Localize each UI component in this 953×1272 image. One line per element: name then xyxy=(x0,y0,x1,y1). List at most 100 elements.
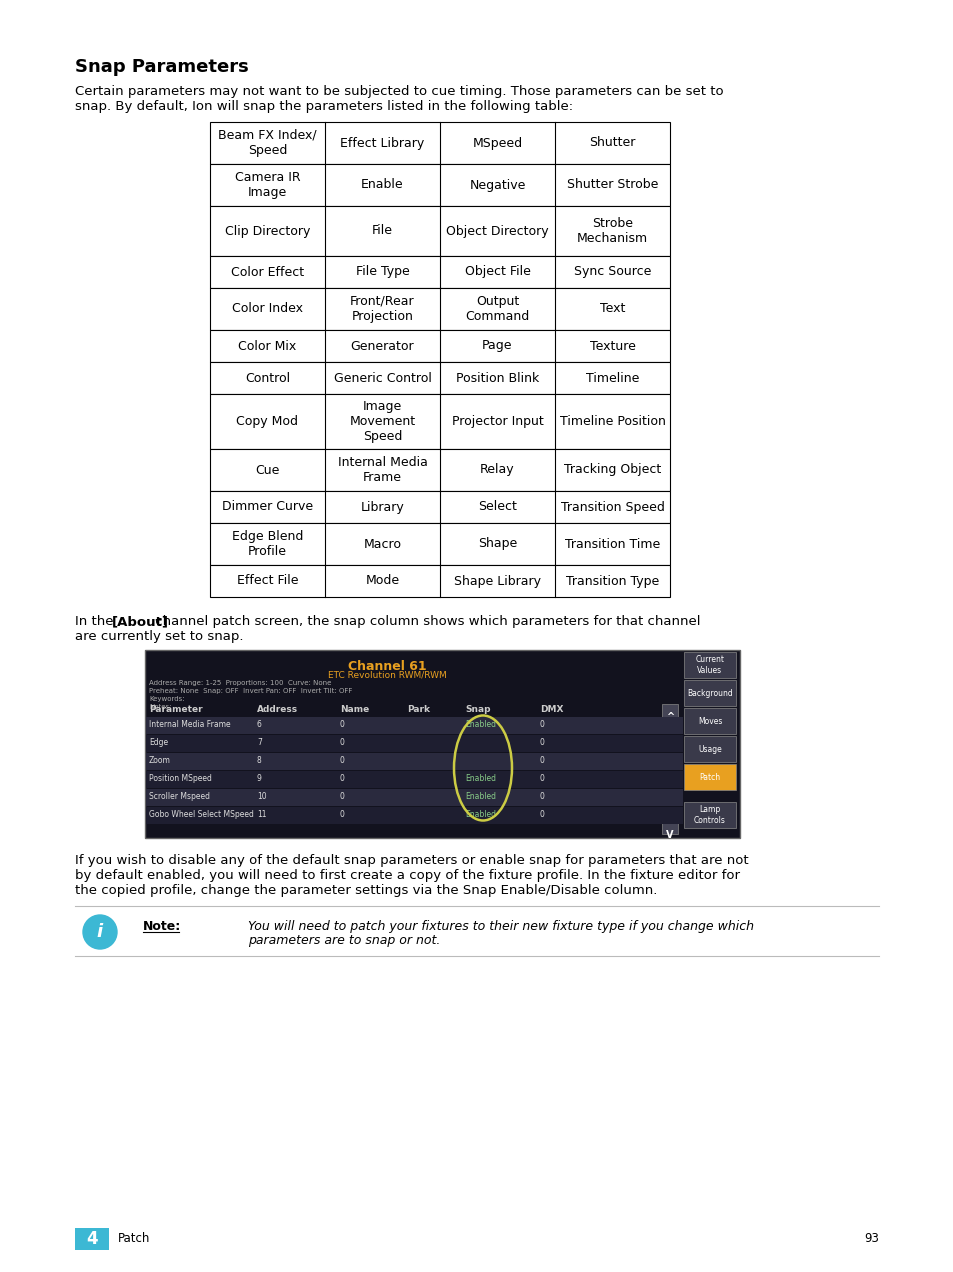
Text: 0: 0 xyxy=(339,810,345,819)
Text: Generic Control: Generic Control xyxy=(334,371,431,384)
Text: 7: 7 xyxy=(256,738,262,747)
Text: 9: 9 xyxy=(256,773,262,784)
Text: the copied profile, change the parameter settings via the Snap Enable/Disable co: the copied profile, change the parameter… xyxy=(75,884,657,897)
Text: 0: 0 xyxy=(539,773,544,784)
Text: Current
Values: Current Values xyxy=(695,655,723,674)
Text: 0: 0 xyxy=(339,756,345,764)
Text: Timeline: Timeline xyxy=(585,371,639,384)
Text: Edge: Edge xyxy=(149,738,168,747)
Text: Clip Directory: Clip Directory xyxy=(225,224,310,238)
Text: Camera IR
Image: Camera IR Image xyxy=(234,170,300,198)
Text: Channel 61: Channel 61 xyxy=(348,660,426,673)
Text: Usage: Usage xyxy=(698,744,721,753)
Text: [About]: [About] xyxy=(112,614,169,628)
Text: 0: 0 xyxy=(539,756,544,764)
Text: Beam FX Index/
Speed: Beam FX Index/ Speed xyxy=(218,128,316,156)
Text: Shutter Strobe: Shutter Strobe xyxy=(566,178,658,192)
Text: Scroller Mspeed: Scroller Mspeed xyxy=(149,792,210,801)
Text: Effect File: Effect File xyxy=(236,575,298,588)
Bar xyxy=(146,771,682,787)
Text: Library: Library xyxy=(360,500,404,514)
Bar xyxy=(75,1227,109,1250)
Text: Color Mix: Color Mix xyxy=(238,340,296,352)
Bar xyxy=(683,803,735,828)
Text: DMX: DMX xyxy=(539,705,563,714)
Text: snap. By default, Ion will snap the parameters listed in the following table:: snap. By default, Ion will snap the para… xyxy=(75,100,573,113)
Text: Copy Mod: Copy Mod xyxy=(236,415,298,427)
Text: Position Blink: Position Blink xyxy=(456,371,538,384)
Text: Snap: Snap xyxy=(464,705,490,714)
Text: Park: Park xyxy=(407,705,430,714)
Text: Enabled: Enabled xyxy=(464,792,496,801)
Text: Note:: Note: xyxy=(143,920,181,932)
Bar xyxy=(210,523,669,565)
Circle shape xyxy=(83,915,117,949)
Text: Projector Input: Projector Input xyxy=(451,415,543,427)
Text: ^: ^ xyxy=(665,712,674,722)
Text: 0: 0 xyxy=(539,792,544,801)
Text: channel patch screen, the snap column shows which parameters for that channel: channel patch screen, the snap column sh… xyxy=(151,614,700,628)
Bar xyxy=(683,653,735,678)
Text: Address: Address xyxy=(256,705,297,714)
Text: Color Effect: Color Effect xyxy=(231,266,304,279)
Text: MSpeed: MSpeed xyxy=(472,136,522,150)
Text: Generator: Generator xyxy=(351,340,414,352)
Text: 0: 0 xyxy=(539,738,544,747)
Text: Shape Library: Shape Library xyxy=(454,575,540,588)
Text: Select: Select xyxy=(477,500,517,514)
Bar xyxy=(683,681,735,706)
Text: Name: Name xyxy=(339,705,369,714)
Text: parameters are to snap or not.: parameters are to snap or not. xyxy=(248,934,440,946)
Text: 0: 0 xyxy=(339,773,345,784)
Text: If you wish to disable any of the default snap parameters or enable snap for par: If you wish to disable any of the defaul… xyxy=(75,854,748,868)
Text: File Type: File Type xyxy=(355,266,409,279)
Text: 0: 0 xyxy=(539,810,544,819)
Text: Macro: Macro xyxy=(363,538,401,551)
Bar xyxy=(661,820,678,834)
Bar xyxy=(146,753,682,770)
Bar xyxy=(210,122,669,164)
Text: 8: 8 xyxy=(256,756,261,764)
Text: Gobo Wheel Select MSpeed: Gobo Wheel Select MSpeed xyxy=(149,810,253,819)
Bar xyxy=(210,449,669,491)
Bar xyxy=(661,703,678,717)
Text: Snap Parameters: Snap Parameters xyxy=(75,59,249,76)
Bar xyxy=(210,565,669,597)
Text: File: File xyxy=(372,224,393,238)
Bar xyxy=(146,806,682,824)
Text: Enabled: Enabled xyxy=(464,810,496,819)
Text: Sync Source: Sync Source xyxy=(573,266,651,279)
Text: 6: 6 xyxy=(256,720,262,729)
Text: Shutter: Shutter xyxy=(589,136,635,150)
Text: Internal Media
Frame: Internal Media Frame xyxy=(337,455,427,485)
Text: V: V xyxy=(665,831,673,840)
Text: Position MSpeed: Position MSpeed xyxy=(149,773,212,784)
Text: Transition Type: Transition Type xyxy=(565,575,659,588)
Text: Negative: Negative xyxy=(469,178,525,192)
Bar xyxy=(210,394,669,449)
Text: Object File: Object File xyxy=(464,266,530,279)
Text: Zoom: Zoom xyxy=(149,756,171,764)
Text: 0: 0 xyxy=(339,738,345,747)
Bar xyxy=(145,650,740,838)
Bar xyxy=(683,764,735,790)
Text: Cue: Cue xyxy=(255,463,279,477)
Text: In the: In the xyxy=(75,614,117,628)
Text: Internal Media Frame: Internal Media Frame xyxy=(149,720,231,729)
Text: Text: Text xyxy=(599,303,624,315)
Bar xyxy=(210,256,669,287)
Text: Enable: Enable xyxy=(361,178,403,192)
Bar xyxy=(146,789,682,806)
Text: Texture: Texture xyxy=(589,340,635,352)
Text: i: i xyxy=(97,923,103,941)
Text: Certain parameters may not want to be subjected to cue timing. Those parameters : Certain parameters may not want to be su… xyxy=(75,85,723,98)
Text: Mode: Mode xyxy=(365,575,399,588)
Text: 4: 4 xyxy=(86,1230,98,1248)
Bar xyxy=(210,363,669,394)
Text: Edge Blend
Profile: Edge Blend Profile xyxy=(232,530,303,558)
Text: by default enabled, you will need to first create a copy of the fixture profile.: by default enabled, you will need to fir… xyxy=(75,869,740,881)
Text: Dimmer Curve: Dimmer Curve xyxy=(222,500,313,514)
Text: ETC Revolution RWM/RWM: ETC Revolution RWM/RWM xyxy=(328,672,446,681)
Text: Address Range: 1-25  Proportions: 100  Curve: None
Preheat: None  Snap: OFF  Inv: Address Range: 1-25 Proportions: 100 Cur… xyxy=(149,681,352,710)
Text: Transition Time: Transition Time xyxy=(564,538,659,551)
